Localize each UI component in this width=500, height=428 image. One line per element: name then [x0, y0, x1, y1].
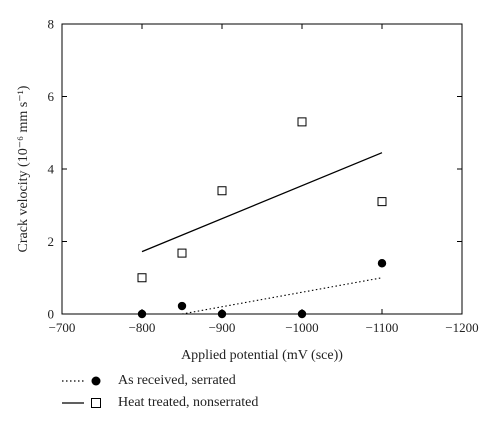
y-tick-label: 4	[48, 162, 55, 177]
y-axis-label: Crack velocity (10⁻⁶ mm s⁻¹)	[16, 85, 31, 252]
axis-ticks: −700 −800 −900 −1000 −1100 −1200 0 2 4 6 8	[48, 17, 479, 336]
x-tick-label: −900	[209, 320, 236, 335]
x-tick-label: −700	[49, 320, 76, 335]
data-point-series-0	[177, 301, 187, 311]
fit-line-series-0	[181, 277, 383, 315]
data-point-series-0	[377, 259, 387, 268]
legend-label-series-1: Heat treated, nonserrated	[118, 395, 259, 410]
y-tick-label: 8	[48, 17, 55, 32]
x-tick-label: −1000	[285, 320, 318, 335]
x-tick-label: −1200	[445, 320, 478, 335]
x-axis-label: Applied potential (mV (sce))	[181, 348, 343, 363]
data-point-series-1	[377, 197, 387, 207]
data-point-series-1	[137, 273, 147, 283]
fit-line-series-1	[141, 152, 383, 253]
legend: As received, serrated Heat treated, nons…	[62, 370, 258, 414]
data-point-series-0	[297, 309, 307, 319]
y-tick-label: 6	[48, 89, 55, 104]
data-point-series-1	[297, 117, 307, 127]
data-point-series-0	[137, 309, 147, 319]
plot-frame	[61, 23, 463, 315]
y-tick-label: 2	[48, 234, 55, 249]
legend-item-series-1: Heat treated, nonserrated	[62, 392, 258, 414]
data-point-series-1	[217, 186, 227, 196]
legend-swatch-series-0	[62, 376, 101, 386]
legend-item-series-0: As received, serrated	[62, 370, 258, 392]
legend-label-series-0: As received, serrated	[118, 373, 236, 388]
data-point-series-0	[217, 309, 227, 319]
legend-swatch-series-1	[62, 398, 101, 408]
data-point-series-1	[177, 248, 187, 258]
y-tick-label: 0	[48, 307, 55, 322]
chart-marks	[137, 117, 387, 319]
x-tick-label: −800	[129, 320, 156, 335]
x-tick-label: −1100	[366, 320, 399, 335]
